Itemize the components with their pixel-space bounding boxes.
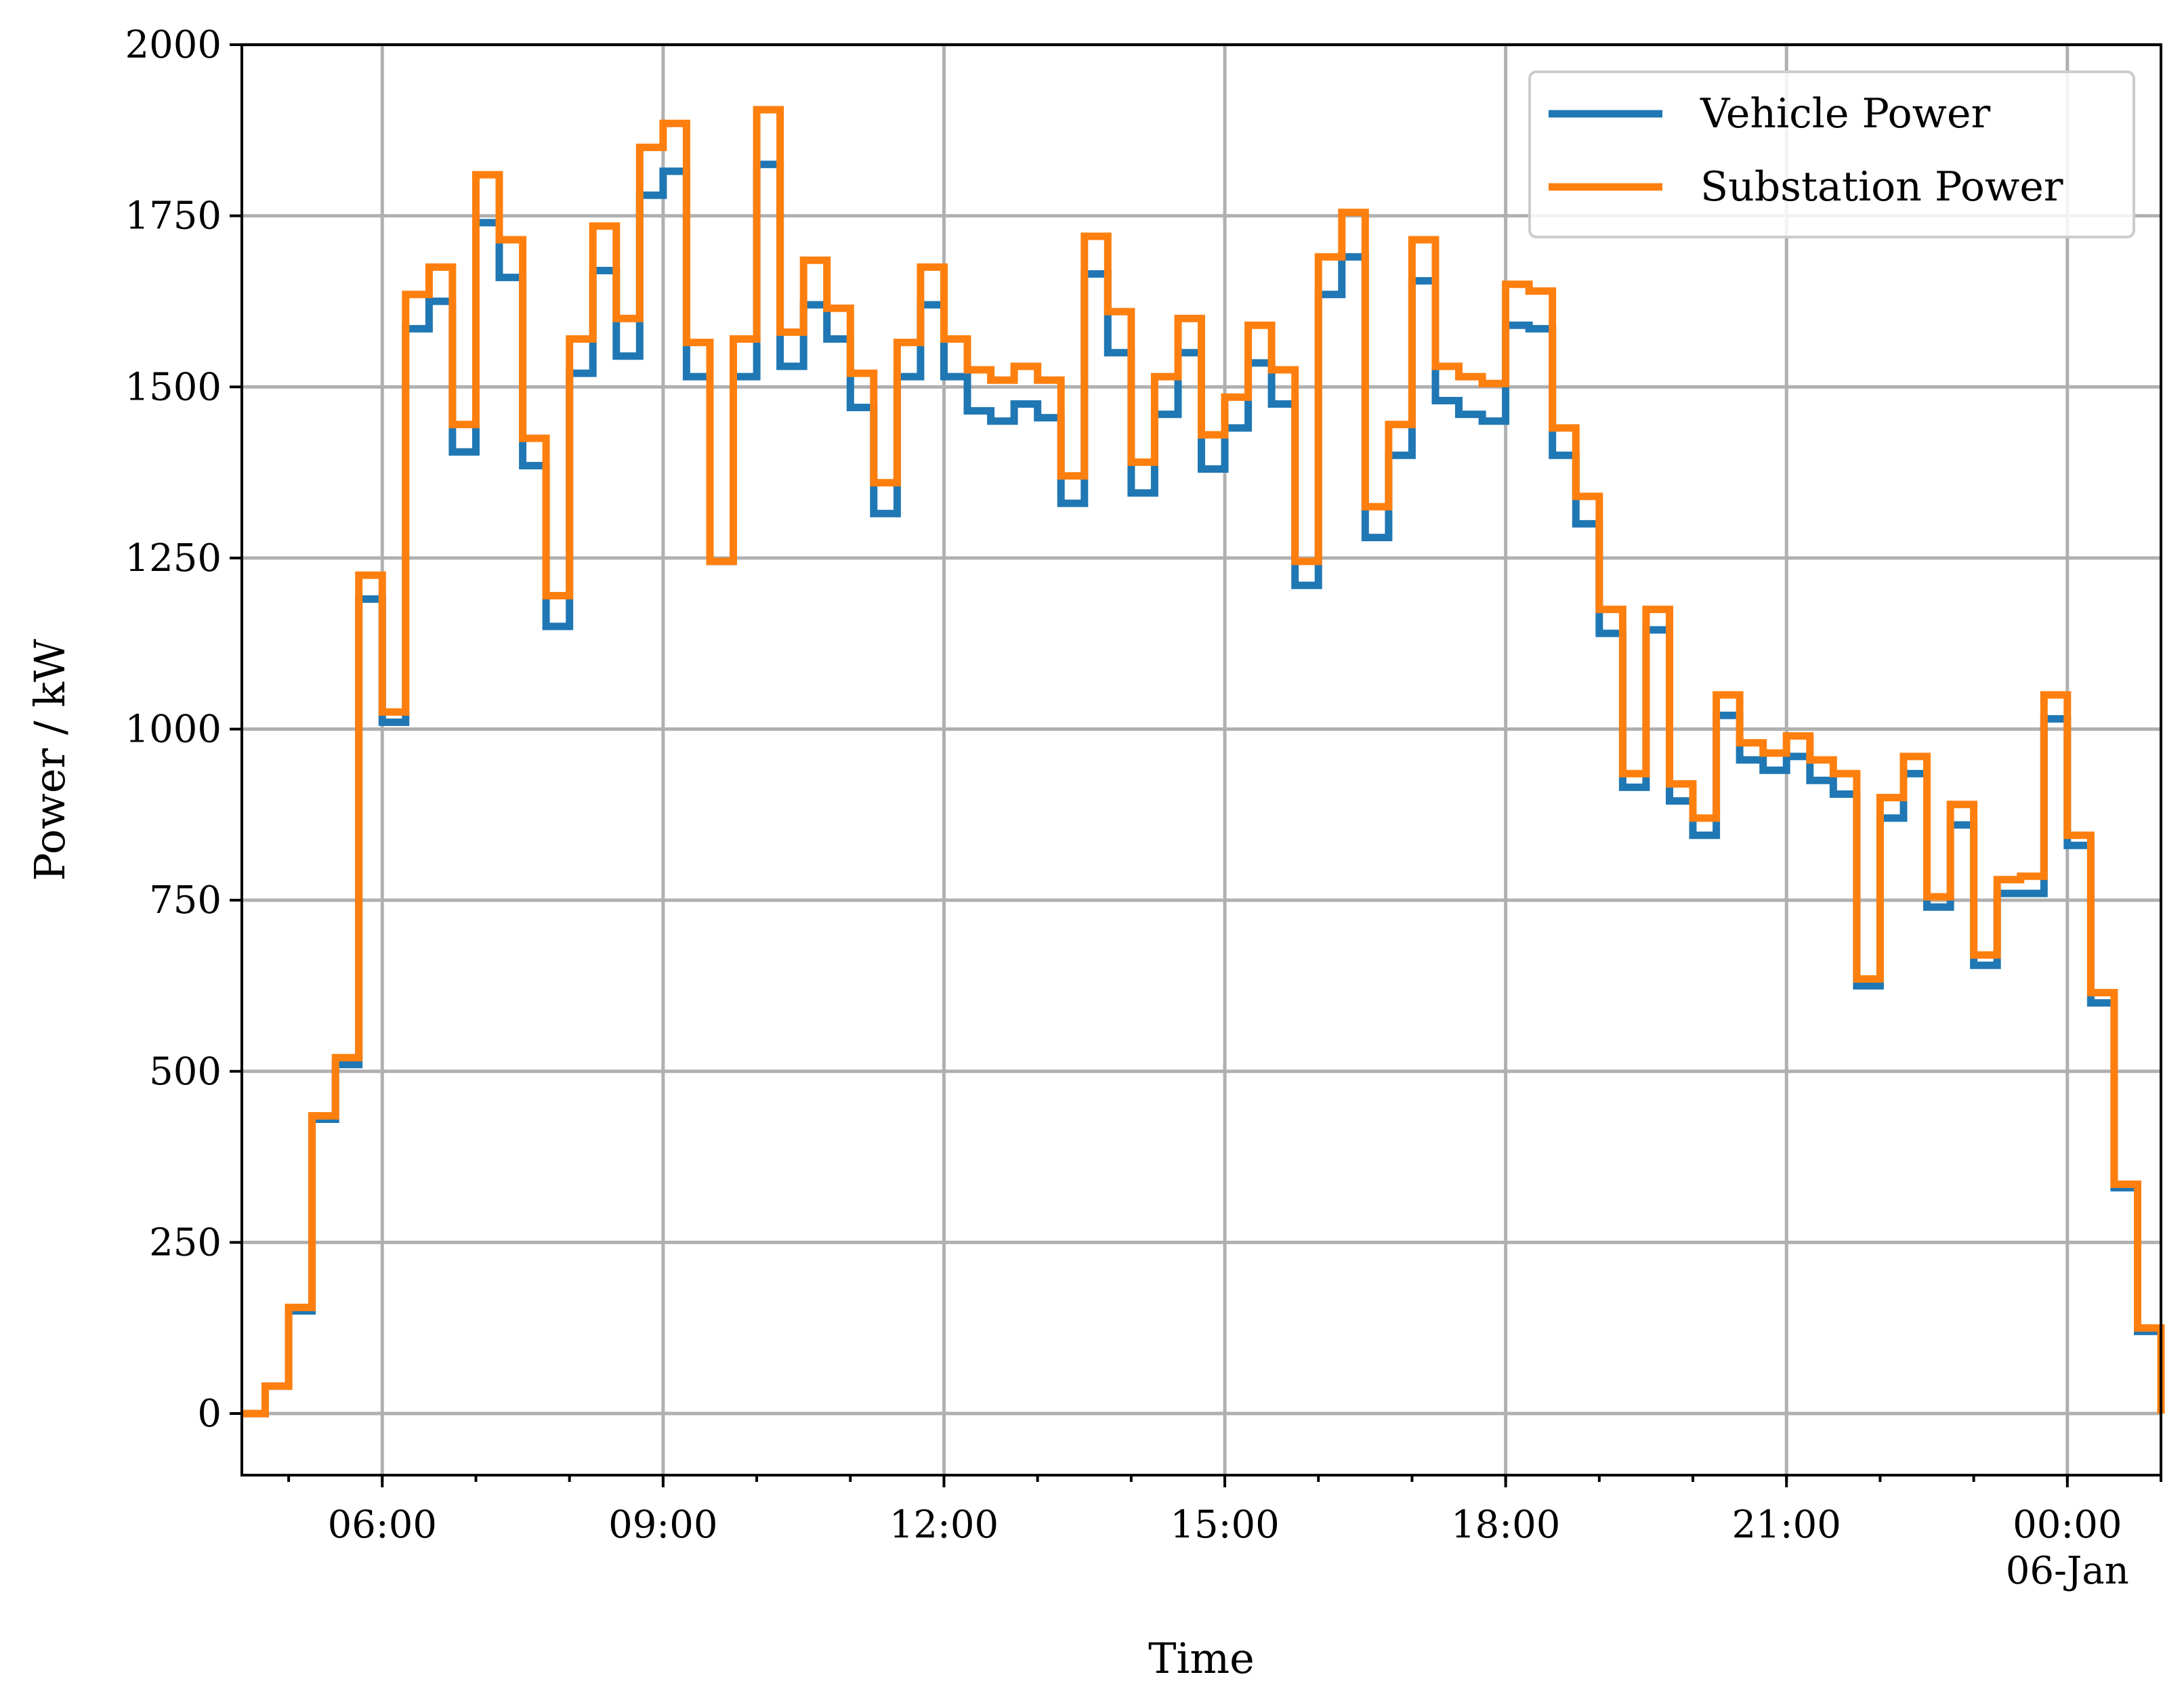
y-axis: 0 250 500 750 1000 1250 1500 1750 2000: [125, 23, 242, 1436]
series-layer: [242, 106, 2165, 1418]
x-tick-label: 00:00: [2013, 1503, 2122, 1547]
x-tick-label: 15:00: [1170, 1503, 1279, 1547]
y-tick-label: 2000: [125, 23, 222, 67]
y-tick-label: 500: [149, 1050, 222, 1094]
x-tick-sublabel: 06-Jan: [2006, 1549, 2129, 1593]
legend-label: Vehicle Power: [1700, 90, 1990, 137]
x-tick-label: 09:00: [608, 1503, 717, 1547]
series-line-substation-power: [242, 106, 2165, 1418]
y-tick-label: 1500: [125, 365, 222, 409]
x-tick-label: 06:00: [328, 1503, 437, 1547]
y-tick-label: 250: [149, 1220, 222, 1265]
x-tick-label: 21:00: [1732, 1503, 1841, 1547]
legend-box: [1528, 70, 2135, 238]
y-tick-label: 750: [149, 878, 222, 922]
plot-frame: [240, 43, 2162, 1476]
x-tick-label: 18:00: [1451, 1503, 1560, 1547]
y-tick-label: 1750: [125, 194, 222, 238]
legend-label: Substation Power: [1700, 163, 2063, 211]
y-axis-title: Power / kW: [25, 639, 75, 881]
x-tick-label: 12:00: [889, 1503, 999, 1547]
y-tick-label: 0: [197, 1392, 222, 1436]
y-tick-label: 1250: [125, 536, 222, 580]
y-tick-label: 1000: [125, 708, 222, 752]
x-axis-title: Time: [1148, 1634, 1255, 1683]
legend: Vehicle Power Substation Power: [1528, 70, 2135, 238]
x-axis: 06:00 09:00 12:00 15:00 18:00 21:00 00:0006-Ja…: [287, 1475, 2162, 1593]
